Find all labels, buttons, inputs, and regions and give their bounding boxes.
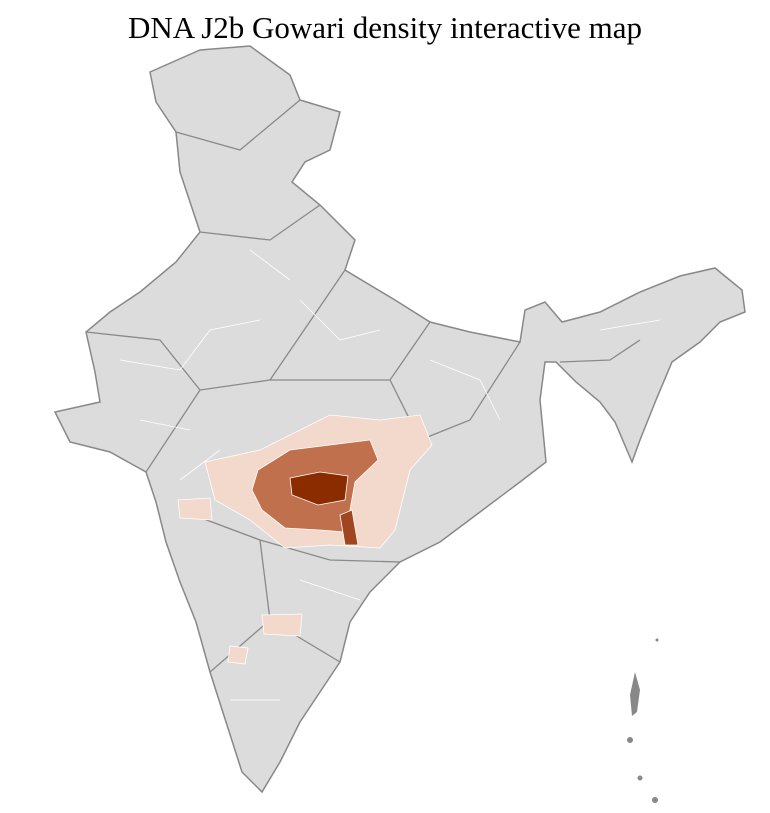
island <box>652 797 658 803</box>
low-density-region <box>261 613 303 637</box>
highest-density-region <box>289 471 349 506</box>
low-density-region <box>177 497 213 521</box>
map-title: DNA J2b Gowari density interactive map <box>128 10 642 45</box>
island <box>655 638 659 642</box>
high-density-region <box>339 509 359 546</box>
island <box>630 672 640 716</box>
island <box>627 737 633 743</box>
low-density-region <box>227 645 249 665</box>
island <box>637 775 643 781</box>
district-border <box>119 249 661 701</box>
